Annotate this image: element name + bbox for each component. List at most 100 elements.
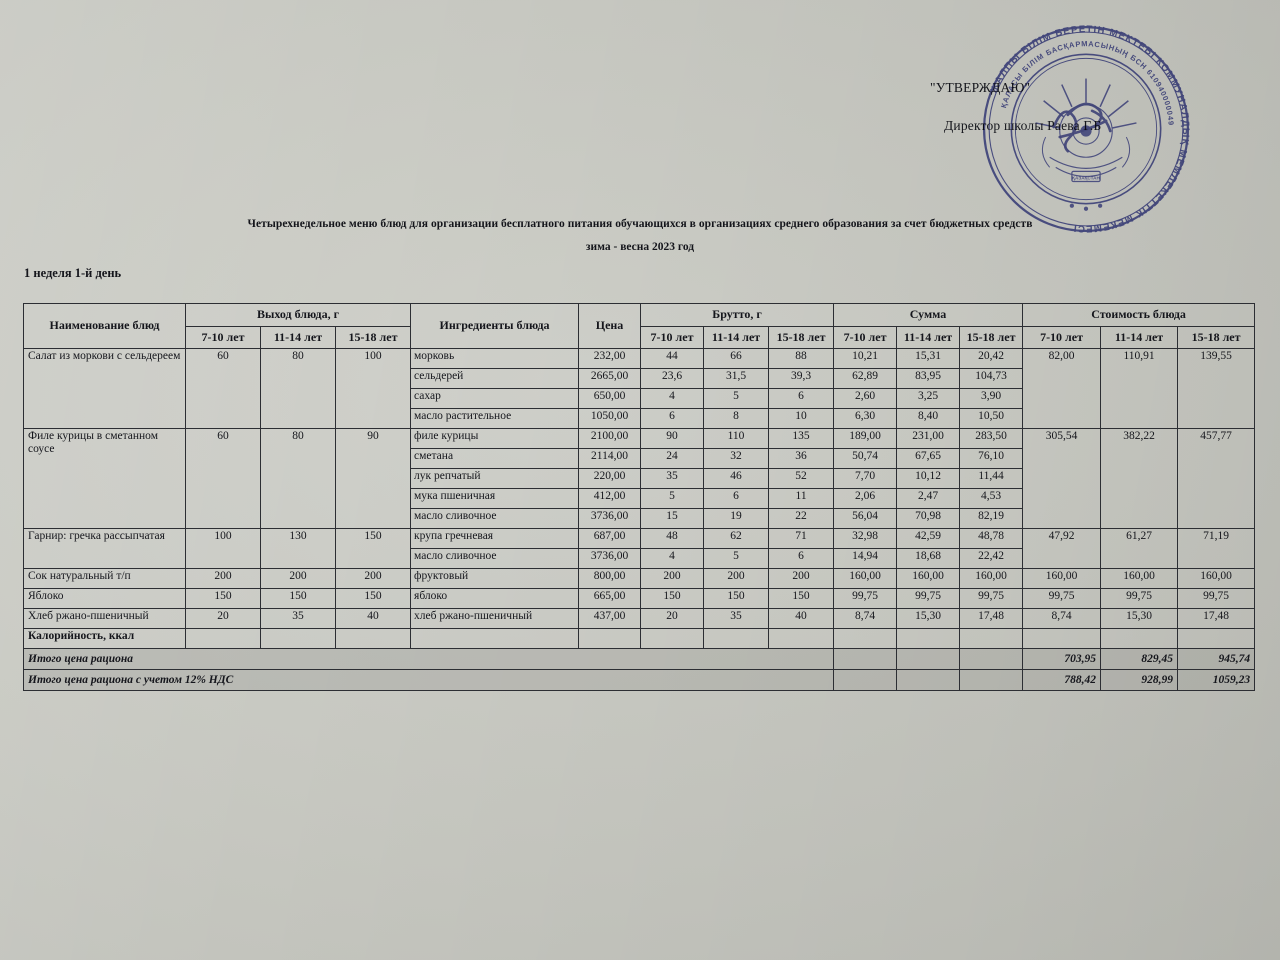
cell-gross-age1: 23,6	[640, 368, 705, 390]
cell-sum-age1	[833, 628, 898, 650]
cell-gross-age2: 35	[703, 608, 770, 630]
cell-cost-age1: 160,00	[1022, 568, 1102, 590]
cell-yield-age2: 35	[260, 608, 336, 630]
cell-gross-age3: 6	[768, 388, 835, 410]
cell-sum-age3: 11,44	[959, 468, 1024, 490]
cell-gross-age1: 48	[640, 528, 705, 550]
cell-yield-age2: 80	[260, 348, 336, 430]
cell-dish-name: Хлеб ржано-пшеничный	[23, 608, 186, 630]
cell-gross-age3: 200	[768, 568, 835, 590]
cell-ingredient: яблоко	[410, 588, 580, 610]
cell-gross-age2: 66	[703, 348, 770, 370]
total-value-age3: 945,74	[1177, 648, 1256, 671]
cell-gross-age1: 200	[640, 568, 705, 590]
page-subtitle: зима - весна 2023 год	[585, 241, 695, 253]
table-row: сельдерей 2665,00 23,6 31,5 39,3 62,89 83,95 10…	[24, 368, 1255, 390]
th-gross-group: Брутто, г	[640, 303, 835, 327]
cell-ingredient: фруктовый	[410, 568, 580, 590]
cell-gross-age1: 4	[640, 388, 705, 410]
cell-gross-age3: 88	[768, 348, 835, 370]
cell-gross-age1: 44	[640, 348, 705, 370]
cell-sum-age3: 82,19	[959, 508, 1024, 530]
page-title: Четырехнедельное меню блюд для организац…	[247, 218, 1033, 230]
cell-cost-age1	[1022, 628, 1102, 650]
cell-sum-age3: 76,10	[959, 448, 1024, 470]
th-yield-age1: 7-10 лет	[185, 325, 261, 350]
cell-sum-age2: 231,00	[896, 428, 961, 450]
cell-sum-age2: 8,40	[896, 408, 961, 430]
cell-gross-age1: 15	[640, 508, 705, 530]
total-spacer	[833, 669, 898, 692]
cell-cost-age2: 382,22	[1100, 428, 1179, 530]
cell-sum-age1: 50,74	[833, 448, 898, 470]
svg-text:ҚАЗАҚСТАН: ҚАЗАҚСТАН	[1072, 175, 1100, 180]
cell-ingredient: масло сливочное	[410, 548, 580, 570]
th-gross-age2: 11-14 лет	[703, 325, 770, 350]
cell-gross-age2: 5	[703, 388, 770, 410]
cell-gross-age1: 24	[640, 448, 705, 470]
cell-gross-age2: 62	[703, 528, 770, 550]
total-spacer	[896, 669, 961, 692]
table-body: Салат из моркови с сельдереем 60 80 100 морк…	[22, 348, 1256, 692]
cell-gross-age2: 5	[703, 548, 770, 570]
cell-sum-age2: 3,25	[896, 388, 961, 410]
total-value-age1: 788,42	[1022, 669, 1102, 692]
cell-price	[578, 628, 642, 650]
th-ingredients: Ингредиенты блюда	[410, 302, 580, 350]
cell-dish-name: Яблоко	[23, 588, 186, 610]
cell-yield-age3: 200	[334, 568, 412, 590]
cell-gross-age3: 150	[768, 588, 835, 610]
th-yield-age2: 11-14 лет	[260, 325, 336, 350]
cell-sum-age3: 10,50	[959, 408, 1024, 430]
total-spacer	[833, 648, 898, 671]
cell-sum-age3: 283,50	[959, 428, 1024, 450]
cell-price: 2665,00	[578, 368, 642, 390]
table-row: Филе курицы в сметанном соусе 60 80 90 филе …	[23, 428, 1256, 530]
cell-sum-age2: 99,75	[896, 588, 961, 610]
approval-director-line: Директор школы Раева Г.Б	[944, 118, 1102, 133]
total-spacer	[959, 648, 1024, 671]
cell-gross-age2: 32	[703, 448, 770, 470]
cell-ingredient: филе курицы	[410, 428, 580, 450]
cell-gross-age2: 6	[703, 488, 770, 510]
table-row: Яблоко 150 150 150 яблоко 665,00 150 150 150 99,7…	[23, 588, 1256, 610]
cell-gross-age3: 11	[768, 488, 835, 510]
cell-price: 3736,00	[578, 508, 642, 530]
cell-sum-age3: 99,75	[959, 588, 1024, 610]
cell-cost-age3: 17,48	[1177, 608, 1256, 630]
cell-cost-age3: 71,19	[1177, 528, 1256, 570]
cell-cost-age1: 82,00	[1022, 348, 1102, 430]
cell-sum-age2: 42,59	[896, 528, 961, 550]
cell-yield-age1: 200	[185, 568, 261, 590]
table-row: Гарнир: гречка рассыпчатая 100 130 150 крупа…	[23, 528, 1256, 570]
cell-sum-age2: 67,65	[896, 448, 961, 470]
cell-price: 220,00	[578, 468, 642, 490]
th-sum-age1: 7-10 лет	[833, 325, 898, 350]
cell-yield-age3	[334, 628, 412, 650]
cell-cost-age2: 15,30	[1100, 608, 1179, 630]
cell-gross-age3: 22	[768, 508, 835, 530]
cell-sum-age1: 7,70	[833, 468, 898, 490]
cell-cost-age1: 47,92	[1022, 528, 1102, 570]
cell-ingredient: лук репчатый	[410, 468, 580, 490]
total-row: Итого цена рациона 703,95 829,45 945,74	[22, 648, 1256, 671]
table-row: масло растительное 1050,00 6 8 10 6,30 8,40 10,…	[24, 408, 1255, 430]
cell-gross-age2: 150	[703, 588, 770, 610]
th-cost-age2: 11-14 лет	[1100, 325, 1179, 350]
cell-gross-age1: 35	[640, 468, 705, 490]
total-value-age1: 703,95	[1022, 648, 1102, 671]
cell-cost-age3: 139,55	[1177, 348, 1256, 430]
cell-cost-age2	[1100, 628, 1179, 650]
table-head: Наименование блюд Выход блюда, г Ингреди…	[23, 302, 1256, 350]
cell-ingredient: сметана	[410, 448, 580, 470]
cell-sum-age1: 6,30	[833, 408, 898, 430]
cell-yield-age2: 80	[260, 428, 336, 530]
th-dish-name: Наименование блюд	[23, 302, 186, 350]
cell-ingredient: крупа гречневая	[410, 528, 580, 550]
cell-yield-age3: 90	[334, 428, 412, 530]
cell-yield-age2: 130	[260, 528, 336, 570]
cell-gross-age1: 6	[640, 408, 705, 430]
cell-sum-age3: 48,78	[959, 528, 1024, 550]
table-row: Салат из моркови с сельдереем 60 80 100 морк…	[23, 348, 1256, 430]
cell-yield-age1: 60	[185, 428, 261, 530]
